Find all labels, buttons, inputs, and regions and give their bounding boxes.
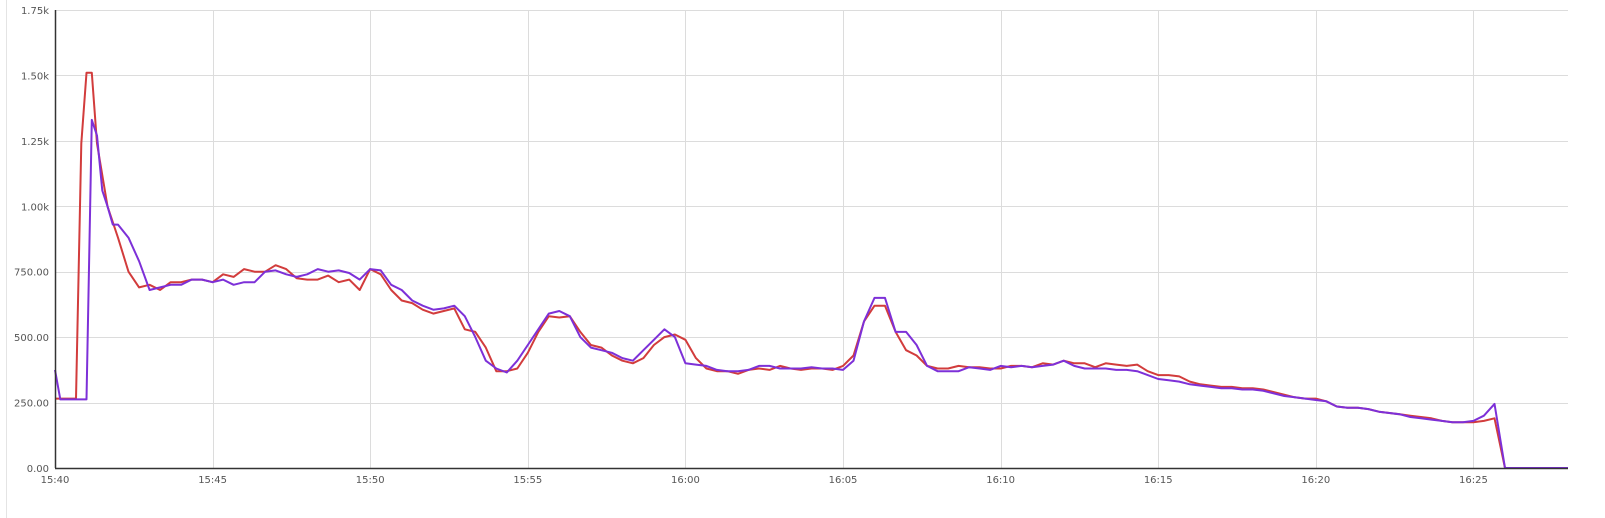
x-tick-label: 16:05 (829, 475, 858, 486)
y-axis-tick-labels: 0.00 250.00 500.00 750.00 1.00k 1.25k 1.50k 1.7… (14, 6, 49, 475)
x-tick-label: 15:55 (513, 475, 542, 486)
y-tick-label: 500.00 (14, 333, 49, 344)
y-tick-label: 0.00 (27, 464, 49, 475)
x-tick-label: 15:45 (198, 475, 227, 486)
series-line-1 (55, 71, 1568, 469)
x-tick-label: 16:00 (671, 475, 700, 486)
series-lines (54, 71, 1568, 469)
y-tick-label: 1.50k (21, 71, 49, 82)
x-tick-label: 15:50 (356, 475, 385, 486)
x-tick-label: 16:15 (1144, 475, 1173, 486)
x-axis-tick-labels: 15:40 15:45 15:50 15:55 16:00 16:05 16:10 16:15… (41, 475, 1488, 486)
y-tick-label: 1.75k (21, 6, 49, 17)
x-tick-label: 16:10 (986, 475, 1015, 486)
x-tick-label: 16:25 (1459, 475, 1488, 486)
x-gridlines (213, 10, 1474, 468)
y-tick-label: 1.25k (21, 137, 49, 148)
y-tick-label: 250.00 (14, 399, 49, 410)
y-tick-label: 1.00k (21, 202, 49, 213)
y-tick-label: 750.00 (14, 268, 49, 279)
x-tick-label: 16:20 (1301, 475, 1330, 486)
x-tick-label: 15:40 (41, 475, 70, 486)
series-line-2 (54, 118, 1568, 469)
y-gridlines (55, 10, 1568, 404)
